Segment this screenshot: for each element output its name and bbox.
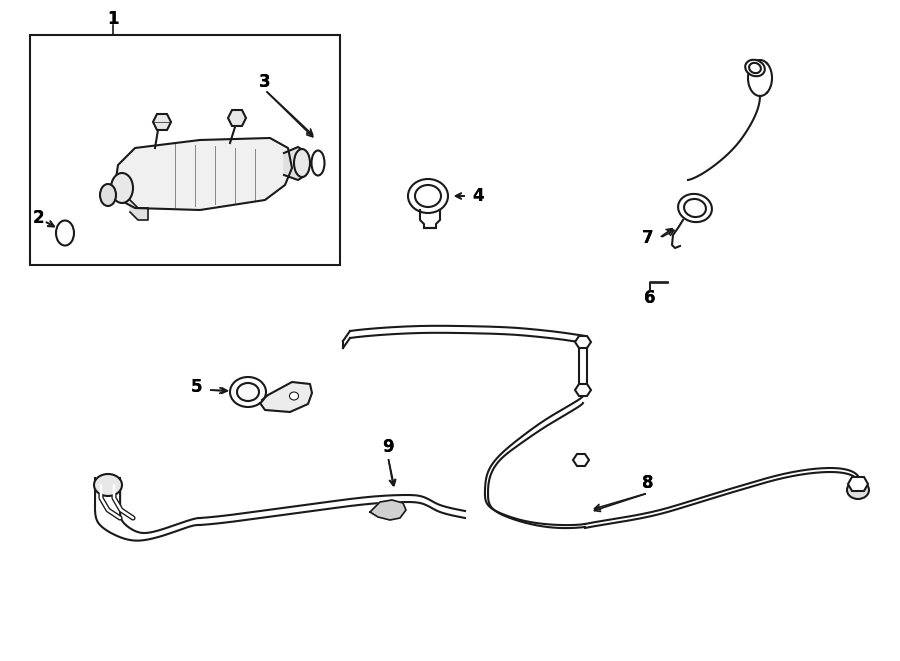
Polygon shape xyxy=(284,147,306,180)
Polygon shape xyxy=(130,200,148,220)
Text: 8: 8 xyxy=(643,474,653,492)
Ellipse shape xyxy=(230,377,266,407)
Text: 4: 4 xyxy=(472,187,484,205)
Text: 5: 5 xyxy=(191,378,202,396)
Ellipse shape xyxy=(290,392,299,400)
Polygon shape xyxy=(848,477,868,491)
Text: 1: 1 xyxy=(107,10,119,28)
Ellipse shape xyxy=(749,63,760,73)
Polygon shape xyxy=(115,138,292,210)
Text: 6: 6 xyxy=(644,289,656,307)
Text: 9: 9 xyxy=(382,438,394,456)
Polygon shape xyxy=(370,500,406,520)
Ellipse shape xyxy=(745,59,765,76)
Polygon shape xyxy=(575,384,591,396)
Ellipse shape xyxy=(415,185,441,207)
Text: 7: 7 xyxy=(643,229,653,247)
Polygon shape xyxy=(573,454,589,466)
Ellipse shape xyxy=(311,151,325,176)
Ellipse shape xyxy=(684,199,706,217)
Text: 6: 6 xyxy=(644,289,656,307)
Text: 7: 7 xyxy=(643,229,653,247)
Text: 2: 2 xyxy=(32,209,44,227)
Bar xyxy=(30,35,340,265)
Text: 3: 3 xyxy=(259,73,271,91)
Ellipse shape xyxy=(678,194,712,222)
Text: 1: 1 xyxy=(107,10,119,28)
Polygon shape xyxy=(260,382,312,412)
Text: 8: 8 xyxy=(643,474,653,492)
Text: 3: 3 xyxy=(259,73,271,91)
Ellipse shape xyxy=(408,179,448,213)
Ellipse shape xyxy=(294,149,310,177)
Text: 4: 4 xyxy=(472,187,484,205)
Ellipse shape xyxy=(111,173,133,203)
Polygon shape xyxy=(153,114,171,130)
Ellipse shape xyxy=(100,184,116,206)
Ellipse shape xyxy=(94,474,122,496)
Text: 2: 2 xyxy=(32,209,44,227)
Polygon shape xyxy=(228,110,246,126)
Text: 9: 9 xyxy=(382,438,394,456)
Text: 5: 5 xyxy=(191,378,202,396)
Ellipse shape xyxy=(56,221,74,245)
Ellipse shape xyxy=(237,383,259,401)
Polygon shape xyxy=(575,336,591,348)
Ellipse shape xyxy=(847,481,869,499)
